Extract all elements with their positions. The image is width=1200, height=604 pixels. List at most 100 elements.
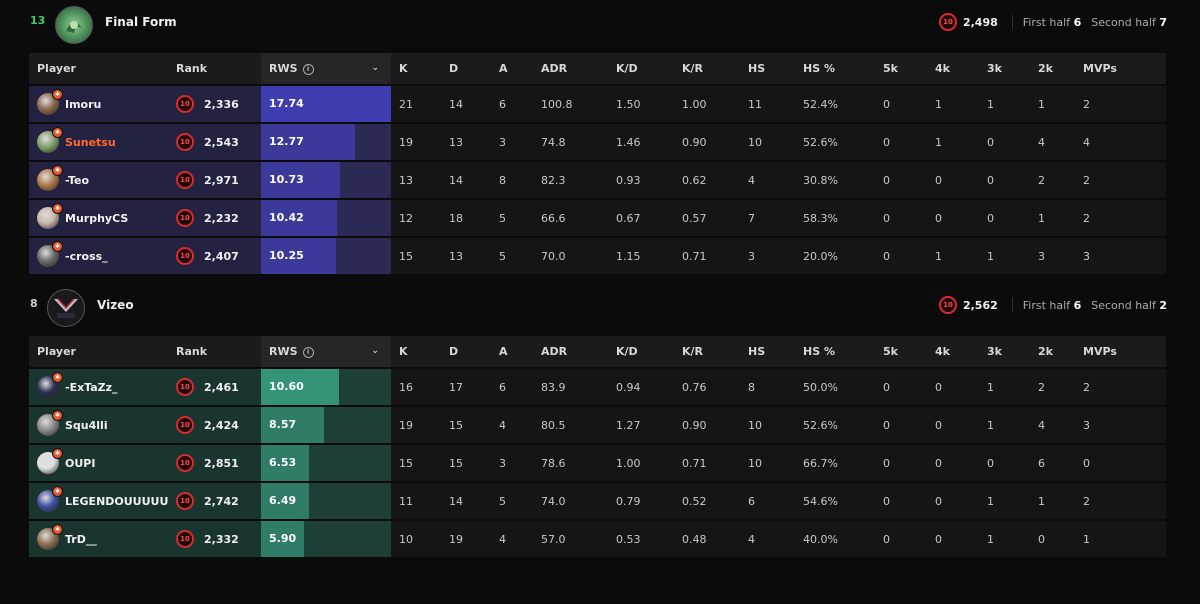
info-icon[interactable]: i: [302, 346, 314, 358]
col-kd[interactable]: K/D: [608, 336, 674, 367]
player-row[interactable]: ✱-cross_2,40710.251513570.01.150.71320.0…: [29, 238, 1166, 274]
player-avatar[interactable]: ✱: [37, 524, 63, 550]
stat-hs: 10: [740, 124, 795, 160]
rws-bar: [261, 200, 337, 236]
player-name[interactable]: OUPI: [65, 456, 96, 470]
stat-k2: 1: [1030, 86, 1075, 122]
col-a[interactable]: A: [491, 336, 533, 367]
chevron-down-icon[interactable]: ⌄: [371, 346, 379, 356]
stat-k3: 1: [979, 369, 1030, 405]
player-row[interactable]: ✱Sunetsu2,54312.771913374.81.460.901052.…: [29, 124, 1166, 160]
col-5k[interactable]: 5k: [875, 53, 927, 84]
rws-value: 10.42: [269, 211, 304, 224]
vizeo-logo[interactable]: [47, 289, 85, 327]
player-name[interactable]: -cross_: [65, 249, 108, 263]
col-k[interactable]: K: [391, 336, 441, 367]
rws-bar: [261, 521, 304, 557]
player-row[interactable]: ✱LEGENDOUUUUU2,7426.491114574.00.790.526…: [29, 483, 1166, 519]
player-row[interactable]: ✱-Teo2,97110.731314882.30.930.62430.8%00…: [29, 162, 1166, 198]
col-2k[interactable]: 2k: [1030, 53, 1075, 84]
player-name[interactable]: Imoru: [65, 97, 102, 111]
chevron-down-icon[interactable]: ⌄: [371, 63, 379, 73]
col-kd[interactable]: K/D: [608, 53, 674, 84]
team-a-name[interactable]: Final Form: [105, 15, 177, 29]
stat-a: 3: [491, 124, 533, 160]
player-name[interactable]: LEGENDOUUUUU: [65, 494, 169, 508]
col-d[interactable]: D: [441, 336, 491, 367]
col-5k[interactable]: 5k: [875, 336, 927, 367]
player-avatar[interactable]: ✱: [37, 165, 63, 191]
player-row[interactable]: ✱MurphyCS2,23210.421218566.60.670.57758.…: [29, 200, 1166, 236]
col-4k[interactable]: 4k: [927, 53, 979, 84]
col-2k[interactable]: 2k: [1030, 336, 1075, 367]
player-avatar[interactable]: ✱: [37, 486, 63, 512]
rws-bar: [261, 162, 340, 198]
col-4k[interactable]: 4k: [927, 336, 979, 367]
player-cell[interactable]: ✱ -Teo: [29, 162, 168, 198]
stat-d: 15: [441, 445, 491, 481]
stat-adr: 78.6: [533, 445, 608, 481]
col-rank[interactable]: Rank: [168, 53, 261, 84]
player-avatar[interactable]: ✱: [37, 410, 63, 436]
stat-kr: 0.90: [674, 407, 740, 443]
level-badge-icon: ✱: [52, 127, 63, 138]
player-cell[interactable]: ✱ Imoru: [29, 86, 168, 122]
col-rws[interactable]: RWS i ⌄: [261, 336, 391, 367]
team-b-scoreboard: Player Rank RWS i ⌄ K D A ADR K/D K/R HS H…: [29, 334, 1166, 559]
player-name[interactable]: -ExTaZz_: [65, 380, 118, 394]
player-avatar[interactable]: ✱: [37, 89, 63, 115]
player-avatar[interactable]: ✱: [37, 241, 63, 267]
col-rws[interactable]: RWS i ⌄: [261, 53, 391, 84]
player-row[interactable]: ✱Imoru2,33617.7421146100.81.501.001152.4…: [29, 86, 1166, 122]
col-adr[interactable]: ADR: [533, 336, 608, 367]
stat-kr: 0.76: [674, 369, 740, 405]
info-icon[interactable]: i: [302, 63, 314, 75]
player-name[interactable]: Sunetsu: [65, 135, 116, 149]
col-rank[interactable]: Rank: [168, 336, 261, 367]
rank-cell: 2,851: [168, 445, 261, 481]
player-row[interactable]: ✱TrD__2,3325.901019457.00.530.48440.0%00…: [29, 521, 1166, 557]
col-hs-percent[interactable]: HS %: [795, 336, 875, 367]
stat-k2: 6: [1030, 445, 1075, 481]
final-form-logo[interactable]: [55, 6, 93, 44]
stat-hs: 10: [740, 407, 795, 443]
player-avatar[interactable]: ✱: [37, 372, 63, 398]
col-3k[interactable]: 3k: [979, 53, 1030, 84]
player-row[interactable]: ✱-ExTaZz_ 2,461 10.60 1617683.90.940.76850.…: [29, 369, 1166, 405]
col-mvps[interactable]: MVPs: [1075, 336, 1166, 367]
col-hs[interactable]: HS: [740, 53, 795, 84]
player-avatar[interactable]: ✱: [37, 127, 63, 153]
player-cell[interactable]: ✱ LEGENDOUUUUU: [29, 483, 168, 519]
player-avatar[interactable]: ✱: [37, 448, 63, 474]
col-kr[interactable]: K/R: [674, 53, 740, 84]
player-cell[interactable]: ✱ TrD__: [29, 521, 168, 557]
player-cell[interactable]: ✱ Squ4lli: [29, 407, 168, 443]
player-name[interactable]: TrD__: [65, 532, 97, 546]
player-avatar[interactable]: ✱: [37, 203, 63, 229]
player-cell[interactable]: ✱ -cross_: [29, 238, 168, 274]
stat-k5: 0: [875, 521, 927, 557]
col-player[interactable]: Player: [29, 53, 168, 84]
col-kr[interactable]: K/R: [674, 336, 740, 367]
rws-cell: 10.73: [261, 162, 391, 198]
col-hs-percent[interactable]: HS %: [795, 53, 875, 84]
player-name[interactable]: -Teo: [65, 173, 90, 187]
player-cell[interactable]: ✱ -ExTaZz_: [29, 369, 168, 405]
stat-kr: 0.71: [674, 238, 740, 274]
player-cell[interactable]: ✱ MurphyCS: [29, 200, 168, 236]
col-mvps[interactable]: MVPs: [1075, 53, 1166, 84]
col-3k[interactable]: 3k: [979, 336, 1030, 367]
player-cell[interactable]: ✱ Sunetsu: [29, 124, 168, 160]
player-name[interactable]: MurphyCS: [65, 211, 129, 225]
team-b-name[interactable]: Vizeo: [97, 298, 134, 312]
col-adr[interactable]: ADR: [533, 53, 608, 84]
player-cell[interactable]: ✱ OUPI: [29, 445, 168, 481]
col-hs[interactable]: HS: [740, 336, 795, 367]
col-d[interactable]: D: [441, 53, 491, 84]
col-k[interactable]: K: [391, 53, 441, 84]
col-a[interactable]: A: [491, 53, 533, 84]
player-name[interactable]: Squ4lli: [65, 418, 108, 432]
col-player[interactable]: Player: [29, 336, 168, 367]
player-row[interactable]: ✱Squ4lli2,4248.571915480.51.270.901052.6…: [29, 407, 1166, 443]
player-row[interactable]: ✱OUPI2,8516.531515378.61.000.711066.7%00…: [29, 445, 1166, 481]
